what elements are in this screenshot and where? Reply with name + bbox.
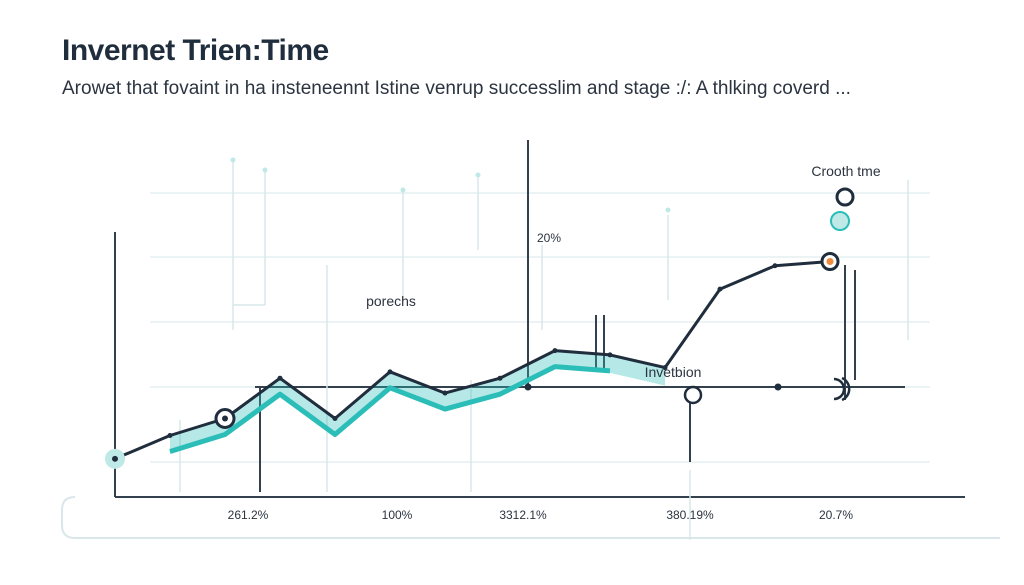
chart-decorations [61,140,1000,540]
annotations: porechs 20% Invetbion Crooth tme [366,163,881,380]
guide-dot [400,187,406,193]
x-tick-label: 100% [382,508,413,522]
annotation-label: Crooth tme [811,163,880,179]
data-point [277,375,283,381]
guide-dot [475,172,481,178]
chart-subtitle: Arowet that fovaint in ha insteneennt Is… [62,78,851,99]
target-icon [835,187,855,207]
annotation-label: porechs [366,293,416,309]
grid-lines [150,157,930,463]
baseline-ring-marker [683,385,703,405]
x-tick-label: 20.7% [819,508,853,522]
data-point [387,369,393,375]
x-tick-label: 261.2% [228,508,269,522]
baseline-marker [524,383,532,391]
growth-area [169,350,665,454]
baseline-arc-marker [841,376,851,402]
data-point [772,263,778,269]
data-point [167,432,173,438]
x-tick-label: 380.19% [666,508,714,522]
data-point [717,286,723,292]
data-points [105,187,855,469]
baseline-marker [774,383,782,391]
end-point-center [826,258,834,266]
growth-icon [830,211,850,231]
series-line-path [114,260,831,461]
data-point [332,416,338,422]
annotation-label: Invetbion [645,364,702,380]
series-line [114,260,831,461]
x-tick-labels: 261.2% 100% 3312.1% 380.19% 20.7% [228,508,854,522]
x-tick-label: 3312.1% [499,508,547,522]
annotation-label: 20% [537,231,561,245]
guide-dot [230,157,236,163]
data-point [497,375,503,381]
chart-title: Invernet Trien:Time [62,34,329,67]
guide-dot [262,167,268,173]
data-point [607,352,613,358]
baseline-arc-marker [833,377,846,401]
data-point [442,390,448,396]
data-point-center [222,415,228,422]
bottom-bracket [61,496,1000,539]
data-point [552,348,558,354]
guide-dot [665,207,671,213]
accent-line [169,364,611,454]
data-point [662,365,668,371]
data-point [112,455,118,462]
